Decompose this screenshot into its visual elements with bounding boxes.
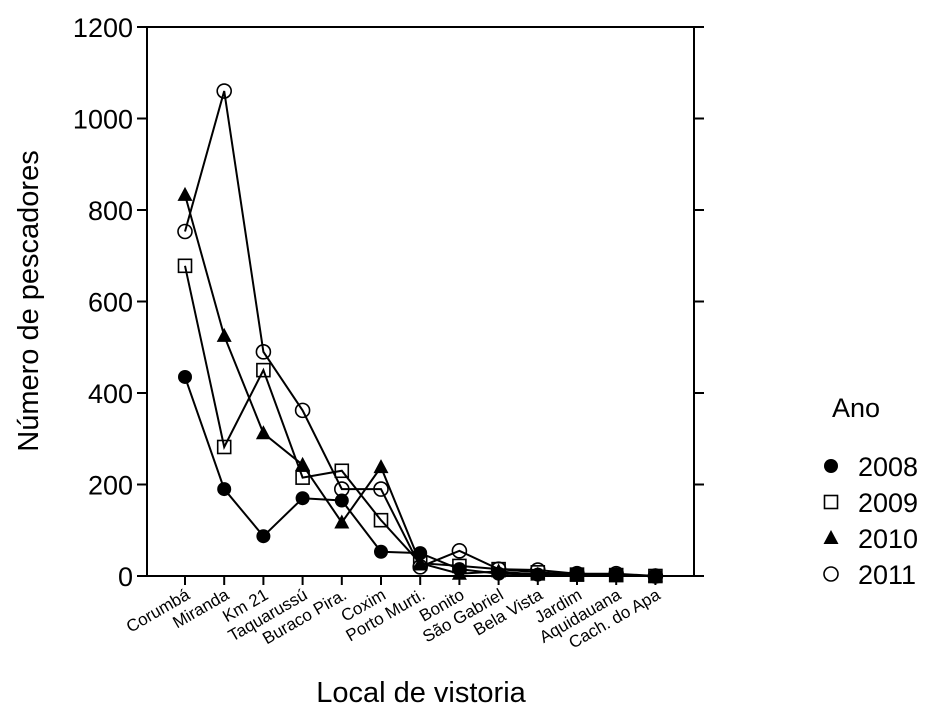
series-lines — [184, 90, 656, 577]
data-point-2010 — [334, 514, 350, 529]
series-line-2011 — [184, 90, 656, 577]
y-tick-label: 600 — [88, 288, 133, 318]
data-point-2011 — [490, 561, 507, 577]
data-point-2009 — [256, 362, 271, 378]
data-point-2009 — [216, 439, 232, 455]
y-tick-label: 400 — [88, 379, 133, 409]
data-point-2010 — [373, 459, 389, 474]
legend-marker-2010 — [823, 530, 839, 544]
legend-marker-2011 — [823, 566, 839, 582]
y-tick-label: 800 — [88, 196, 133, 226]
data-point-2011 — [216, 83, 232, 99]
data-point-2011 — [412, 559, 429, 575]
data-point-2010 — [530, 566, 546, 581]
data-point-2010 — [255, 425, 271, 440]
series-markers — [177, 83, 664, 584]
data-point-2010 — [295, 456, 311, 471]
legend-label: 2011 — [858, 560, 916, 590]
x-axis-title: Local de vistoria — [316, 677, 526, 709]
data-point-2008 — [295, 491, 310, 506]
data-point-2011 — [255, 344, 272, 360]
data-point-2009 — [177, 258, 193, 274]
data-point-2008 — [256, 529, 271, 544]
data-point-2010 — [647, 568, 663, 582]
y-tick-label: 1000 — [73, 105, 133, 135]
data-point-2009 — [295, 470, 310, 485]
y-tick-label: 1200 — [73, 13, 133, 43]
data-point-2009 — [334, 463, 350, 479]
data-point-2010 — [216, 327, 232, 342]
data-point-2011 — [608, 565, 625, 582]
data-point-2010 — [451, 565, 467, 580]
data-point-2010 — [177, 186, 193, 201]
data-point-2011 — [647, 568, 664, 584]
data-point-2010 — [569, 567, 585, 582]
data-point-2010 — [608, 567, 624, 582]
data-point-2011 — [569, 565, 585, 582]
legend-label: 2010 — [858, 524, 918, 554]
legend: Ano 2008 2009 2010 2011 — [823, 393, 918, 590]
legend-label: 2008 — [858, 452, 918, 482]
y-axis-title: Número de pescadores — [13, 150, 45, 451]
y-tick-label: 200 — [88, 471, 133, 501]
legend-title: Ano — [832, 393, 880, 423]
data-point-2011 — [451, 543, 468, 559]
data-point-2008 — [217, 482, 232, 497]
data-point-2010 — [491, 563, 507, 578]
data-point-2011 — [333, 481, 350, 497]
data-point-2010 — [412, 555, 428, 570]
data-point-2011 — [294, 402, 311, 419]
data-point-2008 — [178, 369, 192, 384]
y-tick-label: 0 — [118, 562, 133, 592]
y-axis: 0 200 400 600 800 1000 1200 — [73, 13, 704, 592]
data-point-2009 — [373, 512, 389, 528]
data-point-2011 — [177, 223, 193, 240]
data-point-2008 — [334, 493, 349, 508]
legend-marker-2009 — [823, 494, 839, 510]
data-point-2011 — [529, 562, 546, 578]
legend-label: 2009 — [858, 488, 918, 518]
data-point-2008 — [374, 544, 388, 559]
series-line-2009 — [184, 265, 656, 577]
legend-marker-2008 — [824, 459, 838, 473]
data-point-2011 — [373, 481, 389, 497]
